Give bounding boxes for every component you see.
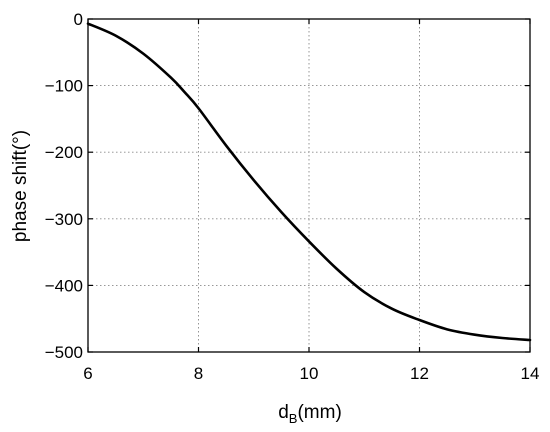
y-tick-labels: 0 −100 −200 −300 −400 −500 — [45, 10, 83, 362]
y-tick-label: 0 — [74, 10, 83, 29]
y-tick-label: −400 — [45, 276, 83, 295]
x-tick-label: 12 — [410, 364, 429, 383]
series-line-phase-shift — [86, 22, 532, 342]
axis-ticks — [87, 18, 531, 353]
y-tick-label: −500 — [45, 343, 83, 362]
x-tick-label: 14 — [521, 364, 540, 383]
x-axis-label: dB(mm) — [278, 402, 342, 426]
x-tick-labels: 6 8 10 12 14 — [83, 364, 539, 383]
grid-lines — [88, 19, 530, 352]
y-axis-label: phase shift(°) — [10, 130, 31, 242]
y-tick-label: −100 — [45, 77, 83, 96]
x-axis-label-subscript: B — [289, 411, 298, 426]
x-tick-label: 6 — [83, 364, 92, 383]
x-axis-label-units: (mm) — [297, 402, 341, 423]
x-axis-label-main: d — [278, 402, 289, 423]
y-tick-label: −300 — [45, 210, 83, 229]
x-tick-label: 10 — [300, 364, 319, 383]
y-tick-label: −200 — [45, 143, 83, 162]
plot-area-frame — [87, 18, 531, 353]
x-tick-label: 8 — [194, 364, 203, 383]
